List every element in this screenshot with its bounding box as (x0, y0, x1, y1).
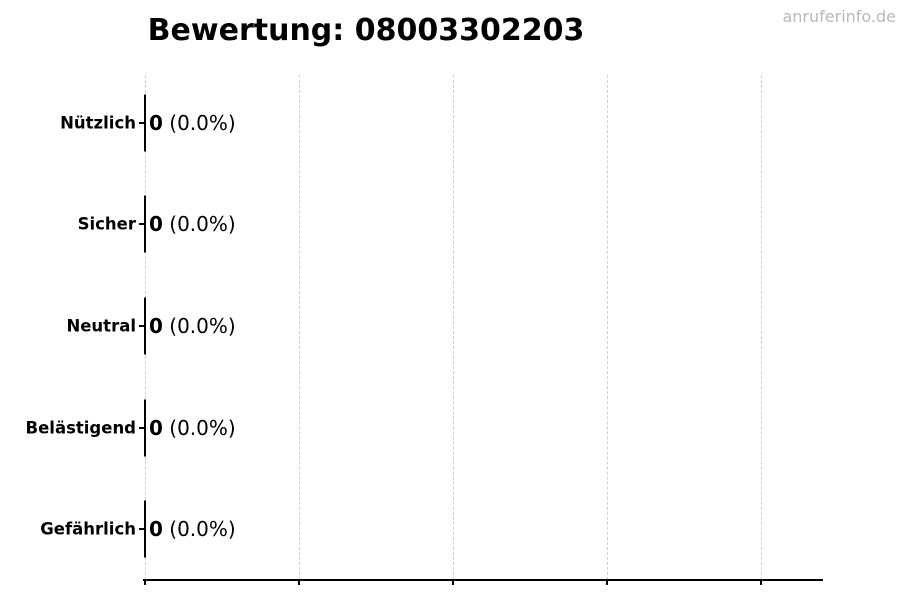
bar-row: Gefährlich 0 (0.0%) (40, 478, 823, 580)
bar-zero-value (144, 399, 146, 457)
y-axis-tick (139, 426, 145, 429)
x-axis-line (143, 579, 823, 581)
bar-count: 0 (149, 517, 163, 542)
y-axis-tick (139, 121, 145, 124)
y-axis-tick (139, 324, 145, 327)
bar-count: 0 (149, 110, 163, 135)
gridline (299, 75, 301, 580)
bar-zero-value (144, 500, 146, 558)
x-axis-tick (298, 580, 301, 585)
x-axis-tick (144, 580, 146, 585)
category-label: Belästigend (25, 418, 136, 438)
bar-percent: (0.0%) (162, 313, 236, 338)
bar-row: Belästigend 0 (0.0%) (26, 377, 823, 479)
bar-count: 0 (149, 212, 163, 237)
bar-zero-value (144, 297, 146, 355)
y-axis-tick (139, 528, 145, 531)
bar-value-annotation: 0 (0.0%) (149, 314, 236, 338)
x-axis-tick (760, 580, 763, 585)
gridline (761, 75, 763, 580)
chart-title: Bewertung: 08003302203 (147, 13, 585, 48)
bar-value-annotation: 0 (0.0%) (149, 416, 236, 440)
bar-percent: (0.0%) (162, 110, 236, 135)
bar-count: 0 (149, 313, 163, 338)
bar-row: Sicher 0 (0.0%) (78, 174, 823, 276)
bar-percent: (0.0%) (162, 517, 236, 542)
category-label: Neutral (66, 316, 136, 336)
bar-row: Neutral 0 (0.0%) (66, 275, 823, 377)
x-axis-tick (606, 580, 609, 585)
bar-zero-value (144, 195, 146, 253)
category-label: Sicher (77, 214, 136, 234)
plot-area: Nützlich 0 (0.0%) Sicher 0 (0.0%) Neutral 0 (… (26, 72, 823, 585)
bar-value-annotation: 0 (0.0%) (149, 212, 236, 236)
watermark-text: anruferinfo.de (782, 7, 896, 26)
bar-value-annotation: 0 (0.0%) (149, 111, 236, 135)
gridline (607, 75, 609, 580)
bar-value-annotation: 0 (0.0%) (149, 517, 236, 541)
bar-percent: (0.0%) (162, 212, 236, 237)
bar-zero-value (144, 94, 146, 152)
category-label: Gefährlich (40, 519, 136, 539)
bar-rows: Nützlich 0 (0.0%) Sicher 0 (0.0%) Neutral 0 (… (26, 72, 823, 580)
gridline (453, 75, 455, 580)
category-label: Nützlich (60, 113, 136, 133)
y-axis-tick (139, 223, 145, 226)
bar-count: 0 (149, 415, 163, 440)
bar-row: Nützlich 0 (0.0%) (60, 72, 823, 174)
bar-percent: (0.0%) (162, 415, 236, 440)
x-axis-tick (452, 580, 455, 585)
